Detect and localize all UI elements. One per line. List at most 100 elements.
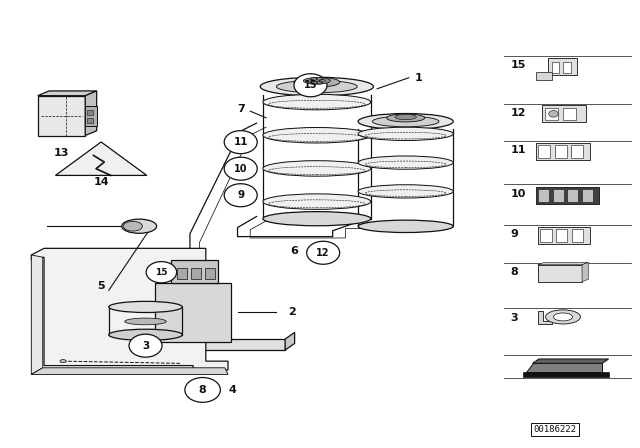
Text: 3: 3	[510, 313, 518, 323]
Ellipse shape	[358, 113, 453, 129]
Bar	[572, 145, 583, 158]
Text: 12: 12	[316, 248, 330, 258]
FancyBboxPatch shape	[542, 105, 586, 122]
Ellipse shape	[548, 111, 558, 117]
Bar	[556, 229, 568, 242]
Text: 00186222: 00186222	[533, 425, 576, 434]
Ellipse shape	[358, 127, 453, 141]
FancyBboxPatch shape	[536, 187, 599, 204]
Text: 7: 7	[237, 104, 244, 114]
Text: 9: 9	[237, 190, 244, 200]
Ellipse shape	[60, 360, 66, 363]
Text: 3: 3	[142, 340, 149, 351]
Ellipse shape	[276, 80, 357, 93]
Bar	[568, 189, 578, 202]
FancyBboxPatch shape	[548, 58, 577, 75]
Text: 15: 15	[155, 268, 168, 277]
Text: 13: 13	[54, 148, 69, 158]
Circle shape	[185, 378, 220, 402]
Ellipse shape	[263, 211, 371, 226]
Text: 10: 10	[234, 164, 248, 174]
FancyBboxPatch shape	[171, 260, 218, 283]
Text: 1: 1	[415, 73, 423, 83]
Text: 15: 15	[510, 60, 525, 70]
FancyBboxPatch shape	[538, 265, 582, 281]
Bar	[538, 189, 549, 202]
Polygon shape	[38, 91, 97, 96]
FancyBboxPatch shape	[86, 118, 93, 123]
Text: 6: 6	[291, 246, 298, 255]
Polygon shape	[538, 263, 588, 265]
Ellipse shape	[395, 114, 417, 120]
FancyBboxPatch shape	[205, 268, 215, 279]
Circle shape	[224, 184, 257, 207]
Text: 2: 2	[289, 307, 296, 318]
Polygon shape	[85, 91, 97, 135]
Polygon shape	[31, 248, 228, 370]
Bar	[538, 145, 550, 158]
FancyBboxPatch shape	[536, 143, 589, 160]
Bar	[563, 108, 576, 120]
Polygon shape	[526, 363, 602, 372]
Ellipse shape	[263, 95, 371, 110]
Circle shape	[224, 157, 257, 180]
FancyBboxPatch shape	[523, 372, 609, 377]
Ellipse shape	[263, 161, 371, 176]
Circle shape	[224, 131, 257, 154]
FancyBboxPatch shape	[85, 106, 97, 125]
Polygon shape	[31, 368, 228, 375]
Text: 4: 4	[228, 385, 236, 395]
Bar	[572, 229, 583, 242]
Polygon shape	[538, 311, 552, 324]
Ellipse shape	[263, 128, 371, 143]
Ellipse shape	[109, 329, 182, 340]
FancyBboxPatch shape	[38, 96, 85, 135]
Polygon shape	[117, 339, 285, 350]
Polygon shape	[31, 255, 43, 375]
Ellipse shape	[125, 318, 166, 325]
Bar	[582, 189, 593, 202]
FancyBboxPatch shape	[177, 268, 188, 279]
Text: 11: 11	[510, 145, 526, 155]
Polygon shape	[285, 332, 294, 350]
Bar	[545, 108, 558, 120]
Circle shape	[146, 262, 177, 283]
Text: 8: 8	[510, 267, 518, 277]
Ellipse shape	[122, 219, 157, 233]
Ellipse shape	[124, 221, 142, 231]
FancyBboxPatch shape	[155, 283, 232, 342]
Text: 14: 14	[93, 177, 109, 187]
Ellipse shape	[372, 116, 439, 127]
Bar	[540, 229, 552, 242]
Ellipse shape	[358, 156, 453, 169]
Ellipse shape	[387, 114, 425, 122]
Ellipse shape	[554, 313, 573, 321]
Polygon shape	[56, 142, 147, 176]
Ellipse shape	[358, 185, 453, 198]
Ellipse shape	[263, 194, 371, 209]
Circle shape	[294, 74, 327, 97]
Bar	[563, 62, 571, 73]
Ellipse shape	[545, 310, 580, 324]
FancyBboxPatch shape	[536, 72, 552, 80]
Polygon shape	[582, 263, 588, 281]
Circle shape	[129, 334, 162, 357]
Ellipse shape	[294, 78, 340, 87]
Text: 10: 10	[510, 190, 525, 199]
FancyBboxPatch shape	[86, 110, 93, 116]
Polygon shape	[532, 359, 609, 363]
Text: 5: 5	[97, 281, 105, 291]
Text: 9: 9	[510, 229, 518, 239]
Text: 12: 12	[510, 108, 526, 117]
Text: 8: 8	[199, 385, 207, 395]
Text: 15: 15	[304, 80, 317, 90]
Bar	[552, 62, 559, 73]
Circle shape	[307, 241, 340, 264]
Bar	[555, 145, 567, 158]
FancyBboxPatch shape	[191, 268, 202, 279]
Ellipse shape	[109, 302, 182, 313]
Ellipse shape	[303, 78, 330, 84]
Ellipse shape	[358, 220, 453, 233]
Bar	[553, 189, 564, 202]
Ellipse shape	[260, 78, 374, 96]
